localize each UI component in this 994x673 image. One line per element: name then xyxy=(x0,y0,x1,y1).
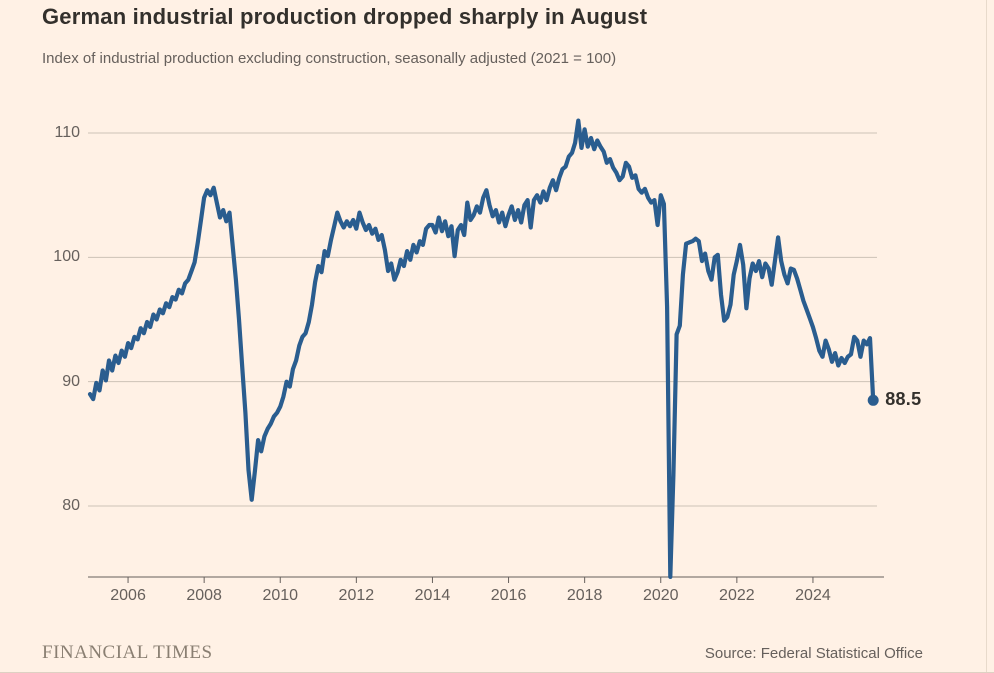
production-index-line xyxy=(87,118,876,579)
y-axis-label: 100 xyxy=(53,248,80,266)
y-axis-label: 110 xyxy=(54,124,80,141)
chart-title: German industrial production dropped sha… xyxy=(42,4,648,29)
x-axis-label: 2018 xyxy=(566,587,603,604)
x-axis-label: 2014 xyxy=(414,587,451,604)
x-axis-label: 2012 xyxy=(338,587,375,604)
y-axis-label: 80 xyxy=(62,496,80,514)
financial-times-wordmark: FINANCIAL TIMES xyxy=(42,642,213,663)
x-axis-label: 2010 xyxy=(262,587,299,604)
source-label: Source: Federal Statistical Office xyxy=(704,645,923,662)
latest-value-label: 88.5 xyxy=(885,389,922,410)
x-axis-label: 2006 xyxy=(110,587,146,604)
x-axis-label: 2022 xyxy=(719,587,755,604)
x-axis-label: 2024 xyxy=(795,587,831,604)
x-axis-label: 2016 xyxy=(490,587,527,604)
latest-value-dot xyxy=(867,394,879,406)
y-axis-label: 90 xyxy=(62,372,80,390)
x-axis-label: 2020 xyxy=(642,587,679,604)
x-axis-label: 2008 xyxy=(186,587,222,604)
chart-subtitle: Index of industrial production excluding… xyxy=(42,50,617,67)
